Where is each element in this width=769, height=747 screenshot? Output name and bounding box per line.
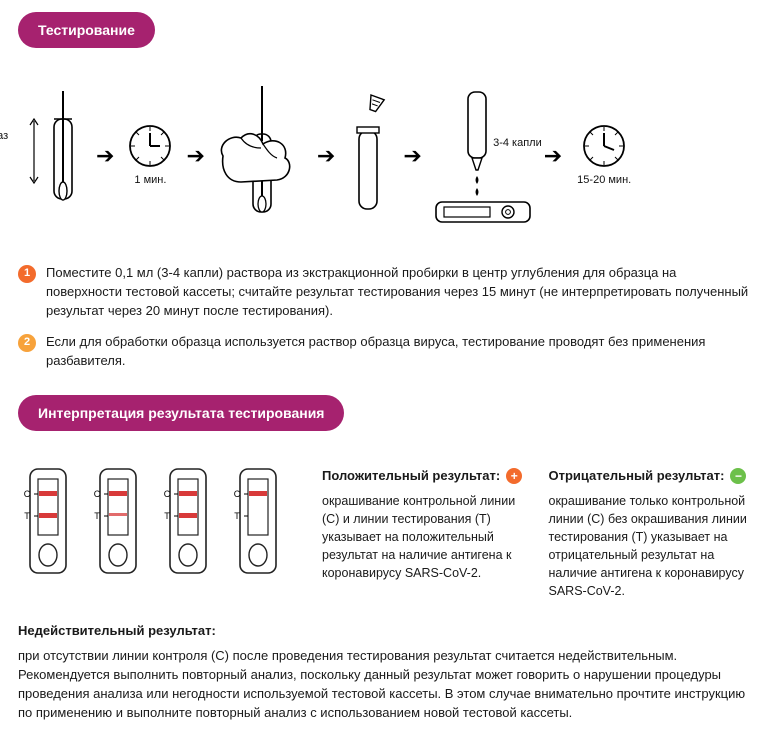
svg-text:C: C	[164, 489, 171, 499]
svg-text:T: T	[164, 511, 170, 521]
instructions-list: 1 Поместите 0,1 мл (3-4 капли) раствора …	[18, 264, 751, 370]
clock1-label: 1 мин.	[134, 173, 166, 189]
bullet-2: 2	[18, 334, 36, 352]
arrow-icon: ➔	[315, 140, 337, 172]
interpretation-row: CT CT CT CT Положительный результат: + о…	[18, 467, 751, 601]
section2-title-pill: Интерпретация результата тестирования	[18, 395, 344, 431]
svg-text:T: T	[94, 511, 100, 521]
interpretation-columns: Положительный результат: + окрашивание к…	[322, 467, 751, 601]
positive-col: Положительный результат: + окрашивание к…	[322, 467, 525, 601]
cassette-2: CT	[88, 467, 148, 577]
step-clock-2: 15-20 мин.	[568, 123, 640, 189]
instruction-text: Если для обработки образца используется …	[46, 333, 751, 371]
invalid-title: Недействительный результат:	[18, 622, 751, 641]
arrow-icon: ➔	[94, 140, 116, 172]
clock-icon	[127, 123, 173, 169]
clock2-label: 15-20 мин.	[577, 173, 631, 189]
plus-badge-icon: +	[506, 468, 522, 484]
drops-label: 3-4 капли	[493, 136, 542, 152]
minus-badge-icon: −	[730, 468, 746, 484]
instruction-item: 2 Если для обработки образца используетс…	[18, 333, 751, 371]
step-cap-tube	[341, 91, 397, 221]
cassette-1: CT	[18, 467, 78, 577]
step-clock-1: 1 мин.	[120, 123, 180, 189]
positive-title: Положительный результат:	[322, 467, 500, 486]
cassette-3: CT	[158, 467, 218, 577]
instruction-item: 1 Поместите 0,1 мл (3-4 капли) раствора …	[18, 264, 751, 321]
hand-tube-icon	[211, 86, 311, 226]
negative-title: Отрицательный результат:	[549, 467, 725, 486]
clock-icon	[581, 123, 627, 169]
svg-text:T: T	[234, 511, 240, 521]
step-hand-break	[211, 86, 311, 226]
testing-diagram: 5-6 раз ➔ 1 мин. ➔	[18, 76, 751, 236]
svg-text:C: C	[234, 489, 241, 499]
negative-col: Отрицательный результат: − окрашивание т…	[549, 467, 752, 601]
section1-title-pill: Тестирование	[18, 12, 155, 48]
swab-count-label: 5-6 раз	[0, 129, 8, 145]
cassette-4: CT	[228, 467, 288, 577]
step-swab-tube: 5-6 раз	[18, 91, 90, 221]
dropper-cassette-icon	[428, 86, 538, 226]
arrow-icon: ➔	[542, 140, 564, 172]
svg-text:C: C	[24, 489, 31, 499]
positive-body: окрашивание контрольной линии (C) и лини…	[322, 492, 525, 583]
invalid-body: при отсутствии линии контроля (C) после …	[18, 647, 751, 722]
svg-text:C: C	[94, 489, 101, 499]
cap-tube-icon	[345, 91, 393, 221]
negative-body: окрашивание только контрольной линии (C)…	[549, 492, 752, 601]
arrow-icon: ➔	[184, 140, 206, 172]
cassette-examples: CT CT CT CT	[18, 467, 298, 601]
swab-tube-icon	[24, 91, 84, 221]
bullet-1: 1	[18, 265, 36, 283]
step-drop-cassette: 3-4 капли	[428, 86, 538, 226]
invalid-block: Недействительный результат: при отсутств…	[18, 622, 751, 722]
instruction-text: Поместите 0,1 мл (3-4 капли) раствора из…	[46, 264, 751, 321]
svg-text:T: T	[24, 511, 30, 521]
arrow-icon: ➔	[401, 140, 423, 172]
